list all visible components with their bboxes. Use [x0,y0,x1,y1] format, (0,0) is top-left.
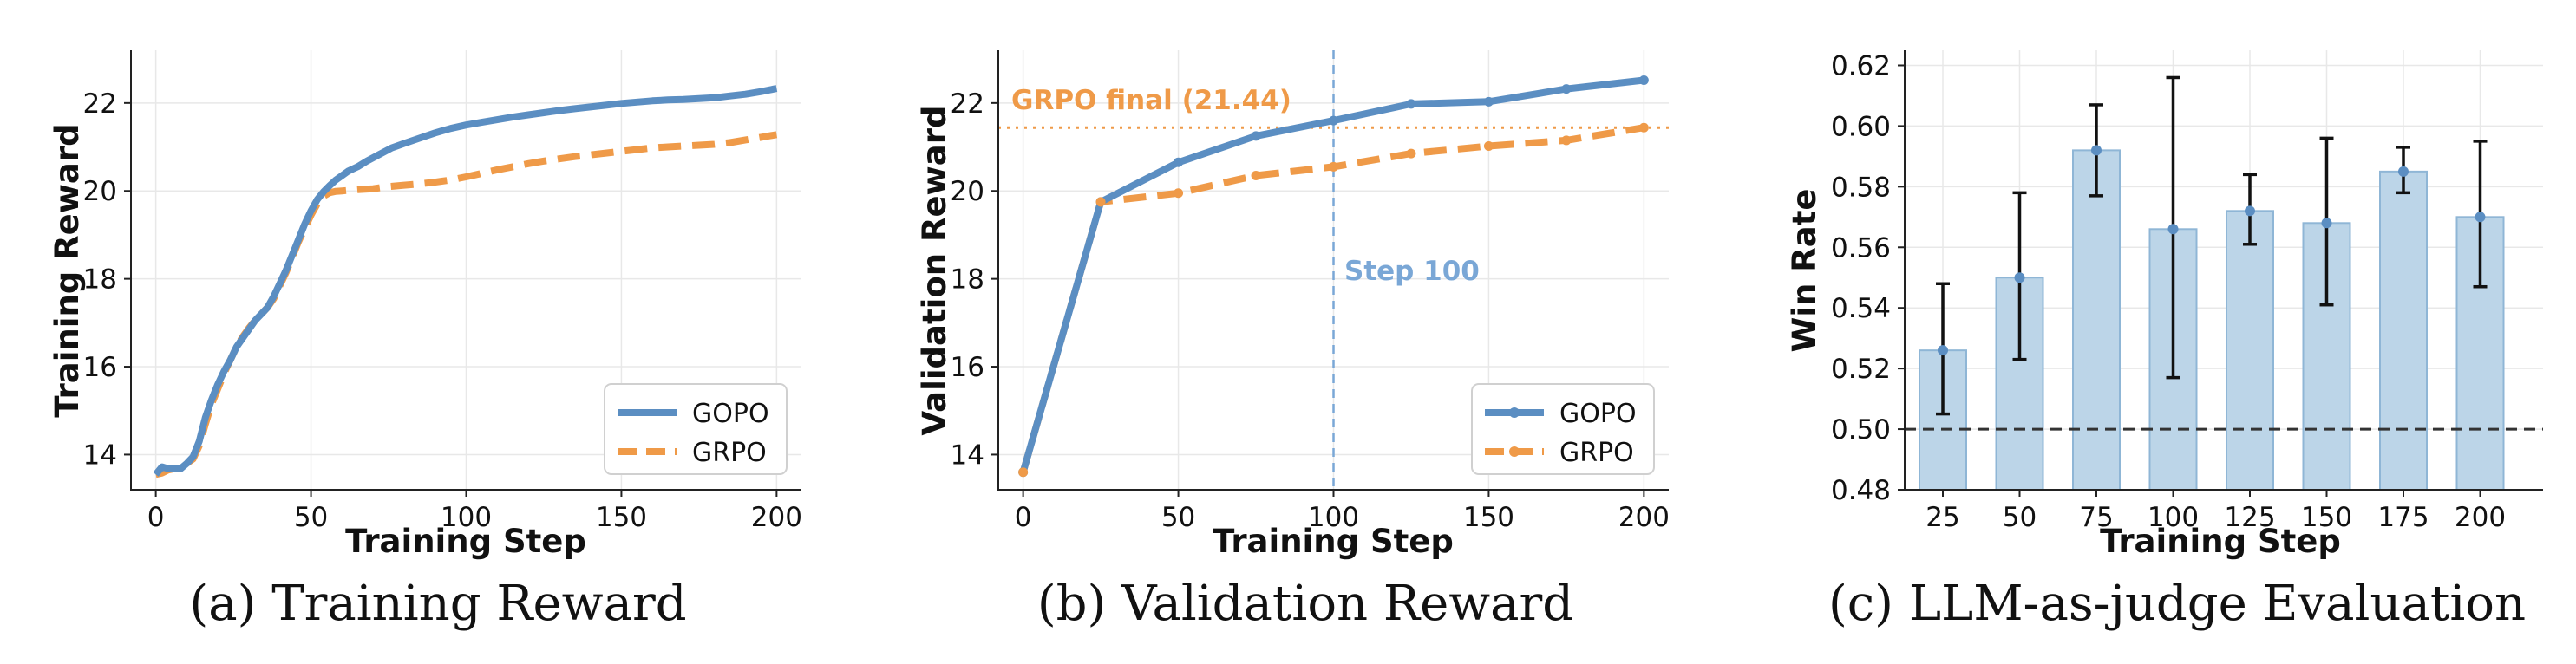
grpo-point [1561,135,1572,146]
gopo-point [1483,96,1494,107]
x-tick-label-b: 50 [1161,502,1195,533]
step-100-label: Step 100 [1344,256,1480,287]
grpo-point [1018,467,1029,478]
y-tick-label-c: 0.52 [1831,354,1891,385]
x-tick-label-c: 100 [2148,502,2199,533]
y-tick-label-c: 0.60 [1831,111,1891,142]
gopo-point [1638,75,1649,85]
x-tick-label-c: 150 [2301,502,2352,533]
x-tick-label-b: 200 [1618,502,1670,533]
legend-grpo-marker-b [1509,446,1520,457]
axes-spine-a [130,50,801,491]
legend-a: GOPO GRPO [604,383,788,475]
gopo-point [1251,131,1261,141]
grpo-point [1174,188,1184,199]
y-axis-label-b: Validation Reward [916,106,953,436]
grpo-point [1483,141,1494,152]
grpo-point [1329,161,1338,172]
x-tick-label-c: 175 [2377,502,2429,533]
y-axis-label-c: Win Rate [1786,189,1823,353]
grpo-point [1406,148,1416,159]
caption-b: (b) Validation Reward [1037,576,1573,632]
x-tick-label-b: 150 [1463,502,1514,533]
gopo-training-line [153,85,778,477]
y-tick-label-c: 0.58 [1831,172,1891,203]
gopo-point [1329,115,1338,126]
panel-training-reward: 0 50 100 150 200 14 16 18 20 22 Training Step Tra… [49,50,802,632]
caption-c: (c) LLM-as-judge Evaluation [1828,576,2526,632]
x-tick-label-c: 75 [2079,502,2113,533]
y-tick-label-a: 18 [83,264,117,296]
panel-validation-reward: 0 50 100 150 200 14 16 18 20 22 GRPO final (21.44… [916,50,1670,632]
grpo-point [1251,170,1261,180]
y-tick-label-a: 22 [83,88,117,120]
x-tick-label-c: 200 [2455,502,2506,533]
x-tick-label-a: 200 [751,502,802,533]
y-tick-label-b: 20 [951,176,984,207]
win-rate-point [2321,218,2332,229]
legend-gopo-label-b: GOPO [1559,399,1637,429]
x-tick-label-a: 100 [441,502,492,533]
gopo-point [1406,99,1416,109]
win-rate-point [2245,205,2255,217]
y-tick-label-a: 14 [83,439,117,471]
x-axis-label-a: Training Step [345,523,586,560]
legend-grpo-label-b: GRPO [1559,438,1634,468]
y-axis-label-a: Training Reward [49,123,86,417]
y-tick-label-c: 0.56 [1831,232,1891,264]
legend-gopo-label-a: GOPO [692,399,769,429]
grpo-point [1638,122,1649,133]
win-rate-point [2014,272,2025,283]
win-rate-point [2167,224,2179,235]
gopo-point [1561,84,1572,94]
y-tick-label-c: 0.50 [1831,414,1891,446]
win-rate-bar [2072,149,2121,491]
y-tick-label-b: 22 [951,88,984,120]
y-tick-label-c: 0.48 [1831,475,1891,506]
x-tick-label-a: 0 [147,502,165,533]
axes-spine-b [997,50,1669,491]
legend-grpo-label-a: GRPO [692,438,767,468]
x-tick-label-a: 150 [596,502,647,533]
grpo-point [1095,197,1106,207]
win-rate-bar [2226,210,2274,491]
x-axis-label-c: Training Step [2100,523,2341,560]
x-tick-label-b: 100 [1308,502,1359,533]
y-tick-label-b: 16 [951,352,984,383]
x-tick-label-a: 50 [294,502,328,533]
legend-gopo-marker-b [1509,407,1520,418]
win-rate-bar [2379,170,2428,491]
legend-b: GOPO GRPO [1471,383,1655,475]
grpo-final-label: GRPO final (21.44) [1011,85,1291,116]
panel-llm-judge: 0.48 0.50 0.52 0.54 0.56 0.58 0.60 0.62 25 50 75 10… [1786,50,2543,632]
win-rate-point [2475,212,2486,223]
y-tick-label-c: 0.54 [1831,293,1891,324]
y-tick-label-a: 16 [83,352,117,383]
x-axis-label-b: Training Step [1213,523,1454,560]
x-tick-label-b: 0 [1015,502,1032,533]
y-tick-label-c: 0.62 [1831,50,1891,81]
win-rate-point [1938,345,1948,356]
y-tick-label-a: 20 [83,176,117,207]
x-tick-label-c: 25 [1925,502,1959,533]
caption-a: (a) Training Reward [189,576,686,632]
y-tick-label-b: 18 [951,264,984,296]
gopo-point [1174,157,1184,167]
x-tick-label-c: 125 [2224,502,2275,533]
win-rate-point [2398,166,2409,177]
win-rate-point [2091,145,2102,156]
y-tick-label-b: 14 [951,439,984,471]
x-tick-label-c: 50 [2003,502,2037,533]
